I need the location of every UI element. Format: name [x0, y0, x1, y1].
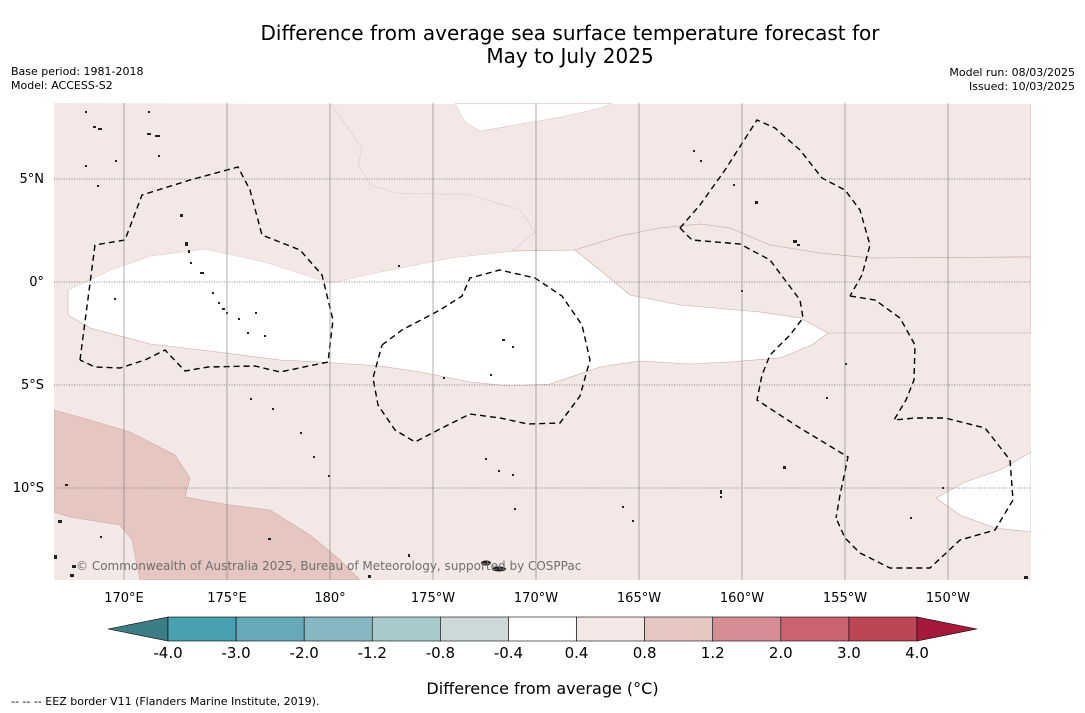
colorbar-bin — [780, 616, 850, 642]
chart-title-line1: Difference from average sea surface temp… — [260, 21, 880, 45]
lon-label-155w: 155°W — [823, 591, 867, 606]
base-period-text: Base period: 1981-2018 — [11, 65, 144, 78]
islands — [54, 111, 1028, 579]
colorbar-tick-label: 4.0 — [905, 644, 929, 662]
colorbar-extend-max — [916, 616, 978, 642]
colorbar-tick-label: 3.0 — [837, 644, 861, 662]
parallels — [54, 178, 1031, 489]
colorbar-bin — [508, 616, 577, 642]
gridlines — [123, 103, 949, 580]
colorbar-tick-label: -1.2 — [358, 644, 387, 662]
lon-label-150w: 150°W — [926, 591, 970, 606]
model-run-text: Model run: 08/03/2025 — [949, 66, 1075, 79]
meta-right: Model run: 08/03/2025 Issued: 10/03/2025 — [949, 66, 1075, 94]
colorbar-bin — [235, 616, 305, 642]
lat-label-5s: 5°S — [21, 378, 44, 393]
colorbar-bin — [848, 616, 918, 642]
warm-anomaly-southwest — [54, 409, 361, 580]
colorbar-tick-label: -0.4 — [494, 644, 523, 662]
colorbar-tick-label: 0.4 — [565, 644, 589, 662]
lon-label-170w: 170°W — [514, 591, 558, 606]
lon-label-170e: 170°E — [104, 591, 144, 606]
eez-borders — [79, 119, 1014, 569]
colorbar-tick-label: 0.8 — [633, 644, 657, 662]
neutral-gap-north — [54, 103, 1031, 131]
colorbar-bin — [371, 616, 441, 642]
lat-label-0: 0° — [29, 275, 44, 290]
lat-label-10s: 10°S — [13, 481, 44, 496]
meta-left: Base period: 1981-2018 Model: ACCESS-S2 — [11, 65, 143, 93]
lon-label-165w: 165°W — [617, 591, 661, 606]
model-text: Model: ACCESS-S2 — [11, 79, 113, 92]
lon-label-160w: 160°W — [720, 591, 764, 606]
colorbar-bin — [167, 616, 237, 642]
colorbar-tick-label: 1.2 — [701, 644, 725, 662]
colorbar-tick-label: -4.0 — [153, 644, 182, 662]
colorbar-bin — [303, 616, 373, 642]
colorbar: -4.0 -3.0 -2.0 -1.2 -0.8 -0.4 0.4 0.8 1.2 2.0 3.0 4… — [107, 616, 978, 662]
lon-label-175w: 175°W — [411, 591, 455, 606]
colorbar-tick-label: -0.8 — [426, 644, 455, 662]
colorbar-bin — [576, 616, 645, 642]
lat-label-5n: 5°N — [20, 172, 45, 187]
copyright-notice: © Commonwealth of Australia 2025, Bureau… — [76, 559, 581, 573]
colorbar-tick-label: -2.0 — [290, 644, 319, 662]
colorbar-bin — [440, 616, 509, 642]
issued-text: Issued: 10/03/2025 — [968, 80, 1075, 93]
eez-border-east-north-link — [679, 227, 849, 519]
colorbar-tick-label: 2.0 — [769, 644, 793, 662]
lon-label-180: 180° — [314, 591, 345, 606]
chart-title-line2: May to July 2025 — [486, 44, 654, 68]
eez-border-east-south — [835, 295, 1014, 569]
colorbar-bin — [644, 616, 714, 642]
eez-border-east-north — [679, 119, 871, 297]
eez-footnote: -- -- -- EEZ border V11 (Flanders Marine… — [11, 695, 320, 708]
colorbar-bin — [712, 616, 782, 642]
eez-border-west — [79, 166, 334, 373]
eez-border-central — [372, 269, 591, 443]
warm-band-north-west — [54, 103, 535, 292]
map-area — [54, 103, 1031, 580]
colorbar-extend-min — [107, 616, 169, 642]
lon-label-175e: 175°E — [207, 591, 247, 606]
warm-tongue-east — [574, 223, 1031, 334]
colorbar-tick-label: -3.0 — [221, 644, 250, 662]
colorbar-label: Difference from average (°C) — [426, 679, 659, 698]
